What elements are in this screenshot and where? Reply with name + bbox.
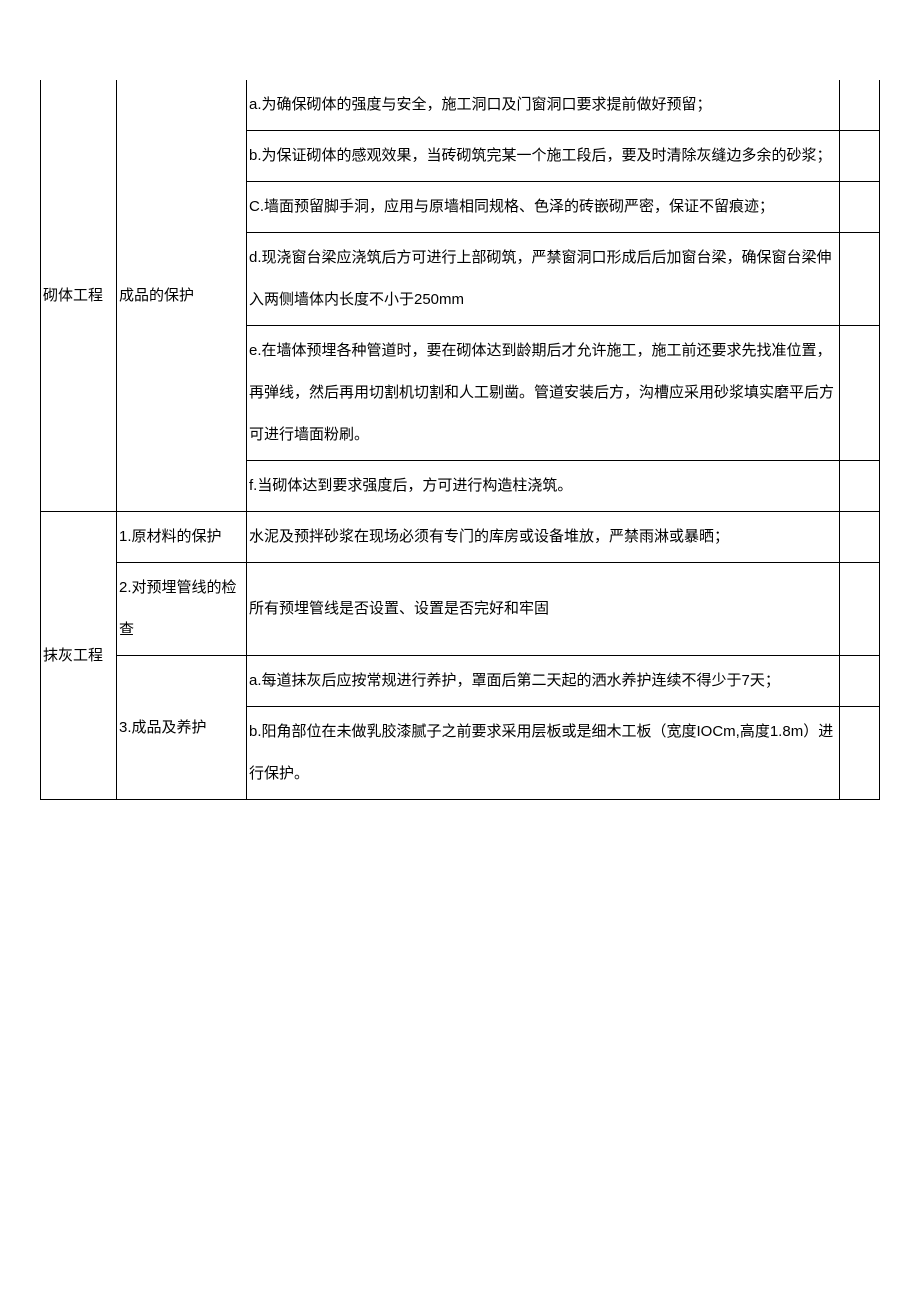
item-cell: b.阳角部位在未做乳胶漆腻子之前要求采用层板或是细木工板（宽度IOCm,高度1.… xyxy=(247,707,840,800)
empty-cell xyxy=(840,131,880,182)
item-cell: d.现浇窗台梁应浇筑后方可进行上部砌筑，严禁窗洞口形成后后加窗台梁，确保窗台梁伸… xyxy=(247,233,840,326)
subcategory-cell: 3.成品及养护 xyxy=(117,656,247,800)
empty-cell xyxy=(840,461,880,512)
item-cell: a.为确保砌体的强度与安全，施工洞口及门窗洞口要求提前做好预留； xyxy=(247,80,840,131)
subcategory-cell: 1.原材料的保护 xyxy=(117,512,247,563)
empty-cell xyxy=(840,563,880,656)
category-cell: 抹灰工程 xyxy=(41,512,117,800)
empty-cell xyxy=(840,233,880,326)
empty-cell xyxy=(840,707,880,800)
subcategory-cell: 2.对预埋管线的检查 xyxy=(117,563,247,656)
item-cell: e.在墙体预埋各种管道时，要在砌体达到龄期后才允许施工，施工前还要求先找准位置，… xyxy=(247,326,840,461)
item-cell: 水泥及预拌砂浆在现场必须有专门的库房或设备堆放，严禁雨淋或暴晒； xyxy=(247,512,840,563)
empty-cell xyxy=(840,182,880,233)
empty-cell xyxy=(840,656,880,707)
item-cell: C.墙面预留脚手洞，应用与原墙相同规格、色泽的砖嵌砌严密，保证不留痕迹； xyxy=(247,182,840,233)
empty-cell xyxy=(840,512,880,563)
category-cell: 砌体工程 xyxy=(41,80,117,512)
item-cell: b.为保证砌体的感观效果，当砖砌筑完某一个施工段后，要及时清除灰缝边多余的砂浆； xyxy=(247,131,840,182)
empty-cell xyxy=(840,80,880,131)
construction-table: 砌体工程 成品的保护 a.为确保砌体的强度与安全，施工洞口及门窗洞口要求提前做好… xyxy=(40,80,880,800)
item-cell: a.每道抹灰后应按常规进行养护，罩面后第二天起的洒水养护连续不得少于7天； xyxy=(247,656,840,707)
empty-cell xyxy=(840,326,880,461)
subcategory-cell: 成品的保护 xyxy=(117,80,247,512)
item-cell: 所有预埋管线是否设置、设置是否完好和牢固 xyxy=(247,563,840,656)
item-cell: f.当砌体达到要求强度后，方可进行构造柱浇筑。 xyxy=(247,461,840,512)
